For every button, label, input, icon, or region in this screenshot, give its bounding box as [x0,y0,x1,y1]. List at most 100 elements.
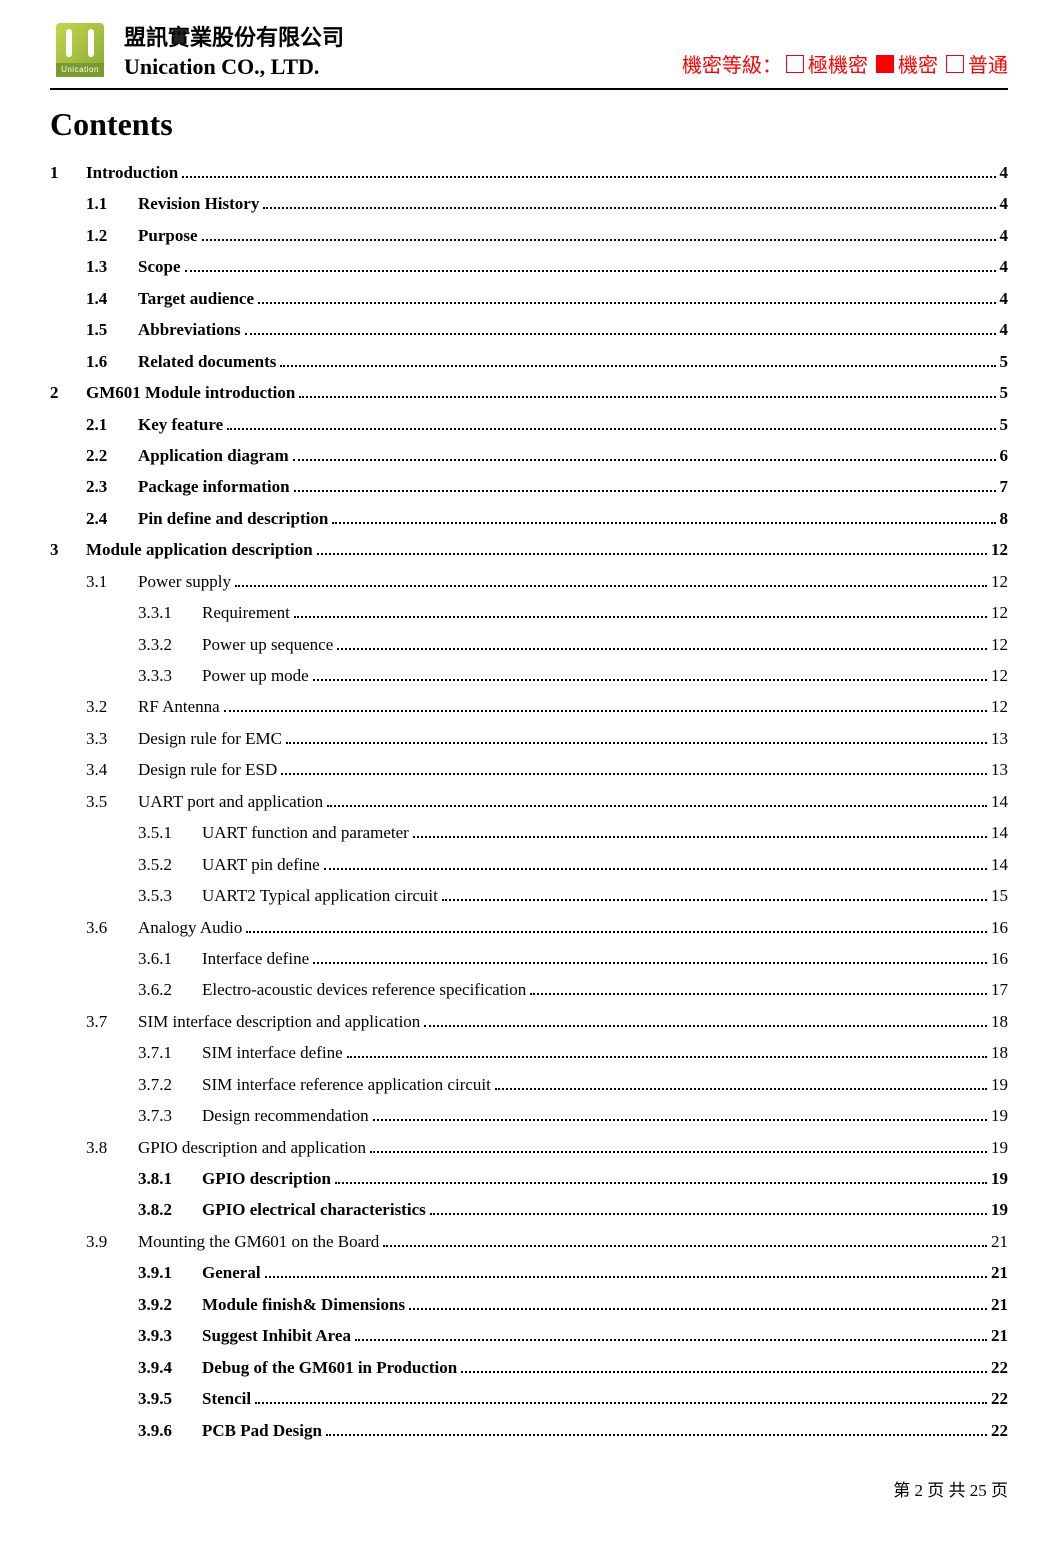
footer-page-total: 25 [970,1481,987,1500]
toc-leader-dots [286,729,987,744]
toc-page: 22 [991,1415,1008,1446]
toc-leader-dots [355,1326,987,1341]
toc-page: 5 [1000,377,1009,408]
toc-number: 1.5 [86,314,138,345]
toc-row: 3.3.1Requirement12 [50,597,1008,628]
toc-page: 15 [991,880,1008,911]
toc-row: 3.5.3UART2 Typical application circuit15 [50,880,1008,911]
toc-label: UART function and parameter [202,817,409,848]
toc-row: 2.2Application diagram6 [50,440,1008,471]
toc-row: 3.9Mounting the GM601 on the Board21 [50,1226,1008,1257]
toc-page: 12 [991,629,1008,660]
toc-number: 3.9.4 [138,1352,202,1383]
footer-mid: 页 共 [927,1481,965,1500]
toc-row: 3.2RF Antenna 12 [50,691,1008,722]
toc-row: 1Introduction4 [50,157,1008,188]
toc-leader-dots [185,257,996,272]
footer-page-current: 2 [915,1481,924,1500]
toc-row: 3.5.1UART function and parameter14 [50,817,1008,848]
toc-label: Analogy Audio [138,912,242,943]
toc-page: 21 [991,1226,1008,1257]
toc-label: Suggest Inhibit Area [202,1320,351,1351]
toc-number: 3.9 [86,1226,138,1257]
toc-page: 12 [991,691,1008,722]
classification-checkbox-1 [876,55,894,73]
toc-page: 21 [991,1257,1008,1288]
toc-page: 4 [1000,314,1009,345]
toc-number: 3.6 [86,912,138,943]
toc-label: Electro-acoustic devices reference speci… [202,974,526,1005]
toc-row: 2.3Package information7 [50,471,1008,502]
company-name-en: Unication CO., LTD. [124,54,344,80]
toc-label: UART pin define [202,849,320,880]
toc-number: 3.3 [86,723,138,754]
toc-label: Revision History [138,188,259,219]
toc-leader-dots [370,1137,987,1152]
toc-label: GM601 Module introduction [86,377,295,408]
toc-number: 2 [50,377,86,408]
company-logo: Unication [50,20,110,80]
toc-label: Design rule for EMC [138,723,282,754]
toc-row: 2.4Pin define and description8 [50,503,1008,534]
toc-row: 3.3.3Power up mode12 [50,660,1008,691]
toc-row: 3Module application description12 [50,534,1008,565]
toc-number: 2.1 [86,409,138,440]
toc-leader-dots [347,1043,987,1058]
toc-label: Target audience [138,283,254,314]
toc-number: 1.4 [86,283,138,314]
classification-level-2: 普通 [968,49,1008,78]
toc-label: Related documents [138,346,276,377]
toc-page: 18 [991,1037,1008,1068]
toc-leader-dots [235,571,987,586]
toc-number: 1.3 [86,251,138,282]
toc-page: 19 [991,1069,1008,1100]
toc-row: 3.7SIM interface description and applica… [50,1006,1008,1037]
toc-leader-dots [424,1012,987,1027]
toc-row: 1.5Abbreviations4 [50,314,1008,345]
toc-row: 3.5.2UART pin define14 [50,849,1008,880]
toc-row: 1.1Revision History4 [50,188,1008,219]
toc-label: UART port and application [138,786,323,817]
toc-page: 21 [991,1320,1008,1351]
toc-page: 13 [991,723,1008,754]
toc-label: RF Antenna [138,691,220,722]
toc-label: General [202,1257,261,1288]
toc-leader-dots [255,1389,987,1404]
toc-row: 1.3Scope4 [50,251,1008,282]
toc-leader-dots [326,1420,987,1435]
toc-page: 22 [991,1352,1008,1383]
toc-row: 1.2Purpose4 [50,220,1008,251]
toc-page: 7 [1000,471,1009,502]
toc-label: Scope [138,251,181,282]
company-name-cn: 盟訊實業股份有限公司 [124,20,344,52]
toc-leader-dots [413,823,987,838]
toc-row: 3.6.2Electro-acoustic devices reference … [50,974,1008,1005]
toc-number: 1 [50,157,86,188]
toc-page: 22 [991,1383,1008,1414]
toc-number: 3.5.1 [138,817,202,848]
toc-leader-dots [327,791,987,806]
toc-leader-dots [495,1074,987,1089]
toc-number: 3.9.6 [138,1415,202,1446]
toc-row: 3.9.5Stencil22 [50,1383,1008,1414]
toc-row: 3.4Design rule for ESD13 [50,754,1008,785]
toc-number: 1.6 [86,346,138,377]
toc-page: 17 [991,974,1008,1005]
toc-number: 3.7 [86,1006,138,1037]
toc-leader-dots [337,634,987,649]
logo-wordmark: Unication [56,63,104,77]
toc-number: 3.3.3 [138,660,202,691]
toc-row: 3.9.2Module finish& Dimensions21 [50,1289,1008,1320]
toc-leader-dots [245,320,996,335]
toc-number: 3.7.3 [138,1100,202,1131]
classification-checkbox-2 [946,55,964,73]
toc-label: Stencil [202,1383,251,1414]
toc-number: 3.2 [86,691,138,722]
toc-row: 3.5UART port and application14 [50,786,1008,817]
toc-number: 3.5.3 [138,880,202,911]
document-header: Unication 盟訊實業股份有限公司 Unication CO., LTD.… [50,20,1008,90]
toc-leader-dots [202,226,996,241]
toc-label: Purpose [138,220,198,251]
toc-row: 3.8.2GPIO electrical characteristics19 [50,1194,1008,1225]
toc-leader-dots [246,917,987,932]
